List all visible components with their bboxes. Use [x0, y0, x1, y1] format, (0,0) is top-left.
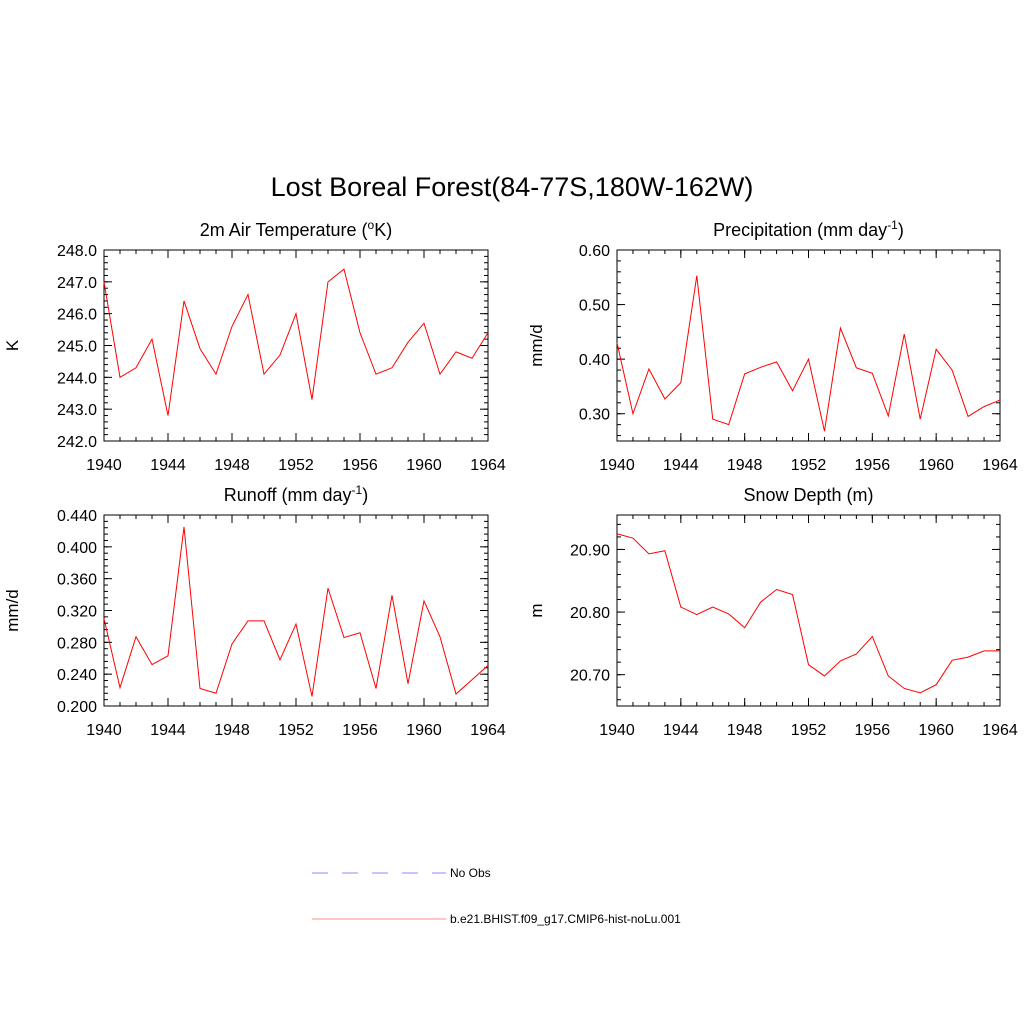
x-tick-label: 1940 [599, 457, 635, 474]
x-tick-label: 1964 [470, 457, 506, 474]
x-tick-label: 1948 [214, 457, 250, 474]
series-line-1 [103, 268, 489, 416]
y-tick-label: 0.200 [57, 699, 97, 716]
y-tick-label: 242.0 [57, 434, 97, 451]
x-tick-label: 1948 [214, 722, 250, 739]
chart-panel-1: 1940 1944 1948 1952 1956 1960 1964 242.0 243.0 24… [3, 218, 506, 474]
x-tick-label: 1944 [150, 722, 186, 739]
series-line-1 [616, 275, 1001, 432]
x-tick-label: 1952 [791, 457, 827, 474]
y-tick-label: 246.0 [57, 307, 97, 324]
x-tick-label: 1964 [982, 722, 1018, 739]
y-axis-label: K [3, 339, 22, 351]
x-tick-label: 1956 [342, 722, 378, 739]
y-tick-label: 245.0 [57, 339, 97, 356]
y-tick-label: 0.50 [579, 298, 610, 315]
plot-frame [616, 249, 1001, 442]
figure-title: Lost Boreal Forest(84-77S,180W-162W) [271, 172, 754, 202]
x-tick-label: 1956 [855, 722, 891, 739]
x-tick-label: 1956 [342, 457, 378, 474]
x-tick-label: 1964 [470, 722, 506, 739]
x-tick-label: 1952 [791, 722, 827, 739]
x-tick-label: 1956 [855, 457, 891, 474]
x-tick-label: 1964 [982, 457, 1018, 474]
y-axis-label: m [527, 603, 546, 617]
x-tick-label: 1960 [406, 457, 442, 474]
x-tick-label: 1944 [150, 457, 186, 474]
y-tick-label: 0.240 [57, 667, 97, 684]
y-tick-label: 0.360 [57, 572, 97, 589]
panel-title: Runoff (mm day-1) [224, 483, 368, 505]
plot-frame [616, 514, 1001, 707]
chart-panel-3: 1940 1944 1948 1952 1956 1960 1964 0.200 0.240 0.… [3, 483, 506, 739]
y-tick-label: 20.80 [570, 605, 610, 622]
x-tick-label: 1960 [406, 722, 442, 739]
y-tick-label: 0.320 [57, 604, 97, 621]
chart-panel-4: 1940 1944 1948 1952 1956 1960 1964 20.70 20.80 20… [527, 485, 1018, 739]
y-tick-label: 0.400 [57, 540, 97, 557]
x-tick-label: 1940 [86, 722, 122, 739]
panel-title: Snow Depth (m) [743, 485, 873, 505]
y-tick-label: 0.280 [57, 635, 97, 652]
y-tick-label: 20.90 [570, 542, 610, 559]
panels-group: 1940 1944 1948 1952 1956 1960 1964 242.0 243.0 24… [3, 218, 1018, 739]
x-tick-label: 1940 [86, 457, 122, 474]
x-tick-label: 1960 [918, 457, 954, 474]
y-tick-label: 20.70 [570, 668, 610, 685]
x-tick-label: 1948 [727, 722, 763, 739]
x-tick-label: 1952 [278, 457, 314, 474]
series-line-1 [103, 526, 489, 697]
x-tick-label: 1940 [599, 722, 635, 739]
x-tick-label: 1944 [663, 722, 699, 739]
x-tick-label: 1960 [918, 722, 954, 739]
plot-frame [103, 514, 489, 707]
panel-title: Precipitation (mm day-1) [713, 218, 904, 240]
y-tick-label: 244.0 [57, 370, 97, 387]
legend-label-2: b.e21.BHIST.f09_g17.CMIP6-hist-noLu.001 [450, 912, 681, 926]
y-tick-label: 0.30 [579, 407, 610, 424]
x-tick-label: 1948 [727, 457, 763, 474]
y-tick-label: 243.0 [57, 402, 97, 419]
legend-label-1: No Obs [450, 866, 491, 880]
panel-title: 2m Air Temperature (oK) [200, 218, 392, 240]
y-tick-label: 0.440 [57, 508, 97, 525]
legend: No Obs b.e21.BHIST.f09_g17.CMIP6-hist-noL… [312, 866, 681, 926]
chart-panel-2: 1940 1944 1948 1952 1956 1960 1964 0.30 0.40 0.50… [527, 218, 1018, 474]
x-tick-label: 1952 [278, 722, 314, 739]
series-line-1 [616, 533, 1000, 694]
y-tick-label: 0.40 [579, 352, 610, 369]
x-tick-label: 1944 [663, 457, 699, 474]
y-axis-label: mm/d [3, 589, 22, 632]
plot-frame [103, 249, 489, 442]
y-tick-label: 248.0 [57, 243, 97, 260]
y-axis-label: mm/d [527, 324, 546, 367]
y-tick-label: 247.0 [57, 275, 97, 292]
y-tick-label: 0.60 [579, 243, 610, 260]
